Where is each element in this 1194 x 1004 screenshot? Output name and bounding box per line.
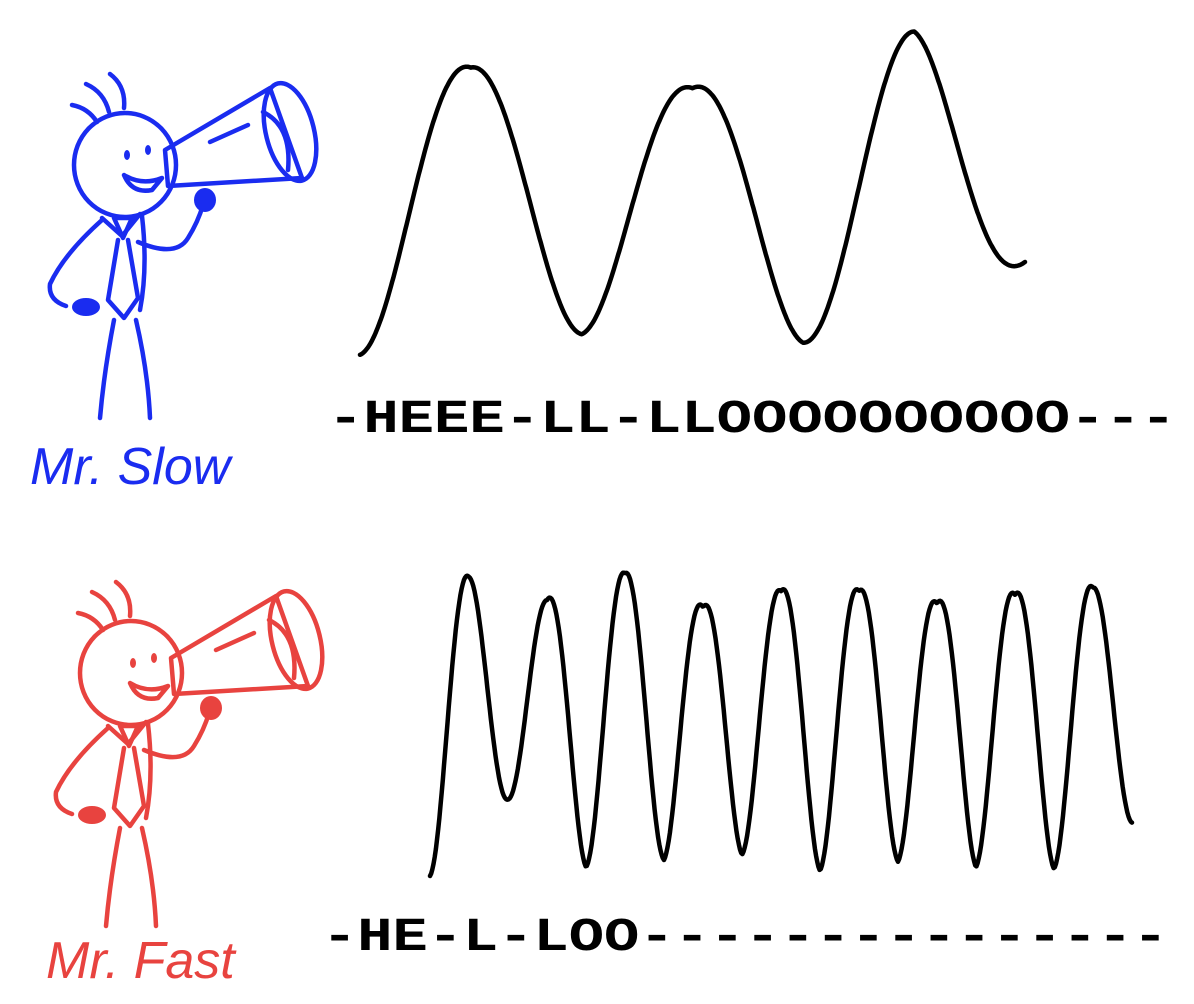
speech-text-slow: -HEEE-LL-LLOOOOOOOOOO--- [328,394,1176,447]
speaker-slow: Mr. Slow -HEEE-LL-LLOOOOOOOOOO--- [30,29,1176,496]
sound-wave-slow [357,29,1028,358]
stick-figure-slow-megaphone-icon [47,71,319,421]
speaker-name-slow: Mr. Slow [30,438,234,496]
stick-figure-fast-megaphone-icon [53,579,325,929]
sound-wave-fast [427,570,1135,879]
speaker-name-fast: Mr. Fast [46,932,237,990]
speech-text-fast: -HE-L-LOO--------------- [322,912,1168,965]
speaker-fast: Mr. Fast -HE-L-LOO--------------- [46,570,1168,990]
